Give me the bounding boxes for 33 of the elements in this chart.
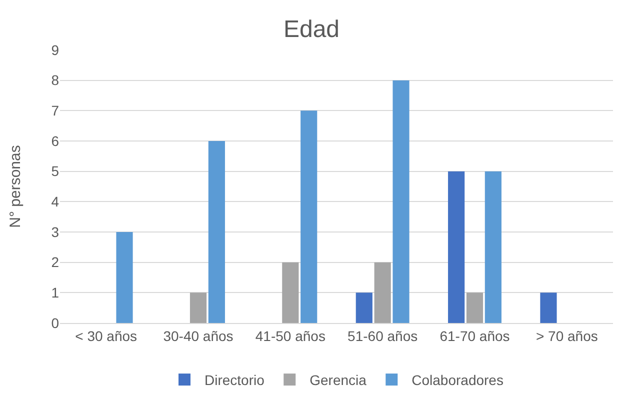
- bar: [374, 262, 391, 323]
- bar: [282, 262, 299, 323]
- bar: [448, 171, 465, 323]
- x-tick-label: > 70 años: [536, 328, 598, 344]
- y-tick-label: 5: [51, 163, 60, 180]
- x-tick-label: < 30 años: [75, 328, 138, 344]
- legend-label: Colaboradores: [412, 372, 504, 388]
- y-tick-label: 2: [51, 254, 60, 270]
- legend-label: Directorio: [204, 372, 265, 388]
- x-tick-label: 41-50 años: [255, 328, 326, 344]
- x-tick-label: 30-40 años: [163, 328, 234, 344]
- legend-label: Gerencia: [310, 372, 367, 388]
- bar: [466, 292, 484, 323]
- y-tick-label: 4: [51, 194, 60, 210]
- y-tick-label: 3: [51, 224, 60, 240]
- bar: [356, 292, 372, 323]
- y-tick-label: 1: [51, 284, 60, 301]
- bar: [484, 171, 502, 323]
- y-tick-label: 9: [51, 42, 60, 58]
- y-tick-label: 7: [51, 102, 60, 119]
- x-tick-label: 51-60 años: [348, 328, 418, 344]
- y-tick-label: 8: [51, 72, 60, 88]
- chart-title: Edad: [283, 16, 340, 44]
- y-axis-title: N° personas: [7, 145, 24, 228]
- y-tick-label: 6: [51, 132, 60, 149]
- bar: [190, 292, 207, 323]
- bar: [116, 232, 133, 323]
- bar: [540, 292, 557, 323]
- x-tick-label: 61-70 años: [440, 328, 510, 344]
- bar: [392, 80, 410, 323]
- bar: [208, 141, 225, 323]
- y-tick-label: 0: [51, 314, 60, 331]
- bar: [300, 110, 318, 323]
